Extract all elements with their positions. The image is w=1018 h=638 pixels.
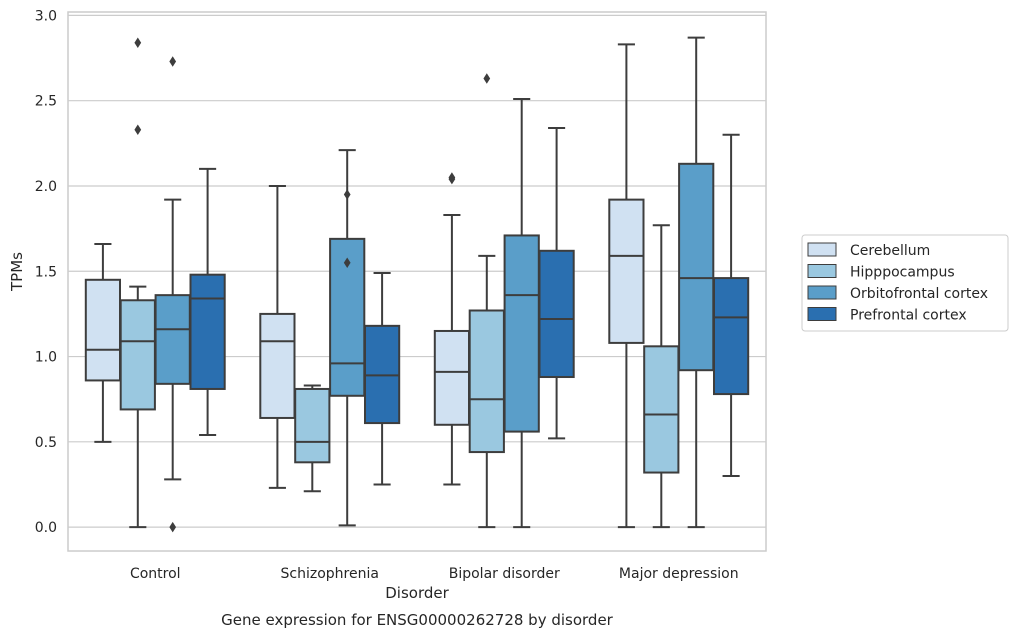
outlier-point	[448, 172, 456, 183]
box-0-1	[119, 37, 156, 529]
legend-label: Prefrontal cortex	[850, 308, 967, 324]
legend-swatch	[807, 264, 837, 278]
chart-title: Gene expression for ENSG00000262728 by d…	[221, 611, 614, 629]
box-0-2	[154, 56, 191, 533]
box-iqr	[189, 273, 226, 390]
outlier-point	[343, 189, 351, 200]
box-iqr	[433, 329, 471, 426]
outlier-point	[483, 73, 491, 84]
box-3-3	[712, 133, 750, 477]
y-tick-labels: 0.0 0.5 1.0 1.5 2.0 2.5 3.0	[35, 8, 57, 536]
x-tick-label: Bipolar disorder	[449, 566, 560, 582]
x-tick-labels: Control Schizophrenia Bipolar disorder Majo…	[130, 566, 739, 582]
box-iqr	[678, 162, 715, 372]
legend-label: Hipppocampus	[850, 265, 955, 281]
y-tick-label: 0.5	[35, 435, 57, 451]
legend-label: Orbitofrontal cortex	[850, 286, 988, 302]
box-3-2	[678, 36, 715, 529]
box-2-0	[433, 172, 471, 486]
x-tick-label: Schizophrenia	[281, 566, 379, 582]
box-iqr	[608, 198, 645, 344]
outlier-point	[343, 257, 351, 268]
box-3-1	[643, 224, 680, 529]
legend-label: Cerebellum	[850, 243, 930, 259]
box-iqr	[294, 387, 331, 464]
box-iqr	[468, 309, 505, 454]
outlier-point	[134, 124, 142, 135]
box-2-2	[503, 97, 540, 529]
box-iqr	[84, 278, 122, 382]
box-0-0	[84, 242, 122, 443]
y-tick-label: 2.0	[35, 179, 57, 195]
box-2-1	[468, 73, 505, 529]
box-iqr	[119, 299, 156, 411]
box-iqr	[259, 312, 296, 419]
y-tick-label: 2.5	[35, 94, 57, 110]
box-iqr	[712, 277, 750, 396]
box-iqr	[503, 234, 540, 433]
y-tick-label: 1.5	[35, 264, 57, 280]
legend-frame	[801, 234, 1009, 332]
box-1-2	[329, 149, 366, 527]
x-tick-label: Major depression	[619, 566, 739, 582]
legend: Cerebellum Hipppocampus Orbitofrontal cort…	[801, 234, 1009, 332]
box-1-0	[259, 184, 296, 489]
box-1-3	[363, 271, 401, 486]
legend-swatch	[807, 285, 837, 300]
outlier-point	[169, 56, 177, 67]
x-tick-label: Control	[130, 566, 181, 582]
box-3-0	[608, 43, 645, 529]
y-tick-label: 1.0	[35, 350, 57, 366]
box-iqr	[154, 294, 191, 385]
box-iqr	[643, 345, 680, 474]
y-tick-label: 0.0	[35, 520, 57, 536]
legend-swatch	[807, 242, 837, 257]
box-2-3	[538, 126, 575, 440]
box-groups	[84, 36, 750, 533]
plot-area	[67, 11, 767, 552]
y-axis-label: TPMs	[8, 252, 26, 292]
outlier-point	[169, 521, 177, 533]
outlier-point	[134, 37, 142, 48]
x-axis-label: Disorder	[385, 584, 449, 602]
legend-swatch	[807, 307, 837, 321]
box-1-1	[294, 384, 331, 493]
box-iqr	[538, 249, 575, 379]
box-0-3	[189, 167, 226, 437]
y-tick-label: 3.0	[35, 8, 57, 24]
